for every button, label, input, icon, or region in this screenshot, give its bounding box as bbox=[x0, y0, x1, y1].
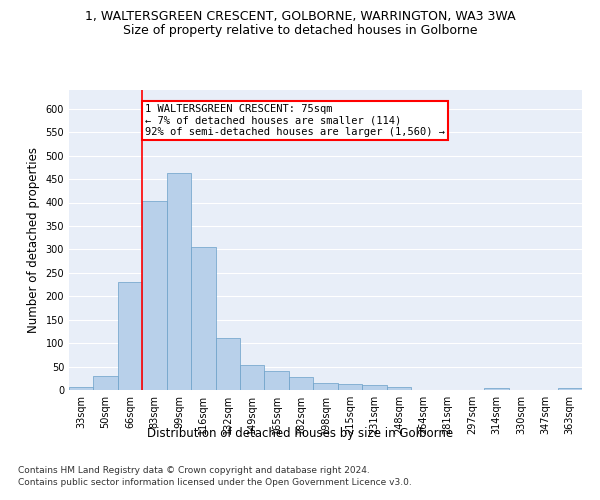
Bar bbox=[191, 247, 215, 390]
Bar bbox=[240, 365, 265, 390]
Bar bbox=[313, 383, 338, 390]
Text: Contains public sector information licensed under the Open Government Licence v3: Contains public sector information licen… bbox=[18, 478, 412, 487]
Text: Distribution of detached houses by size in Golborne: Distribution of detached houses by size … bbox=[147, 428, 453, 440]
Bar bbox=[557, 388, 582, 390]
Bar bbox=[338, 384, 362, 390]
Bar bbox=[362, 386, 386, 390]
Bar bbox=[484, 388, 509, 390]
Y-axis label: Number of detached properties: Number of detached properties bbox=[27, 147, 40, 333]
Bar bbox=[167, 173, 191, 390]
Bar bbox=[118, 282, 142, 390]
Bar bbox=[265, 371, 289, 390]
Text: Contains HM Land Registry data © Crown copyright and database right 2024.: Contains HM Land Registry data © Crown c… bbox=[18, 466, 370, 475]
Bar bbox=[142, 201, 167, 390]
Bar bbox=[386, 386, 411, 390]
Text: 1, WALTERSGREEN CRESCENT, GOLBORNE, WARRINGTON, WA3 3WA: 1, WALTERSGREEN CRESCENT, GOLBORNE, WARR… bbox=[85, 10, 515, 23]
Text: Size of property relative to detached houses in Golborne: Size of property relative to detached ho… bbox=[123, 24, 477, 37]
Bar bbox=[215, 338, 240, 390]
Bar bbox=[289, 378, 313, 390]
Bar bbox=[69, 386, 94, 390]
Bar bbox=[94, 376, 118, 390]
Text: 1 WALTERSGREEN CRESCENT: 75sqm
← 7% of detached houses are smaller (114)
92% of : 1 WALTERSGREEN CRESCENT: 75sqm ← 7% of d… bbox=[145, 104, 445, 138]
